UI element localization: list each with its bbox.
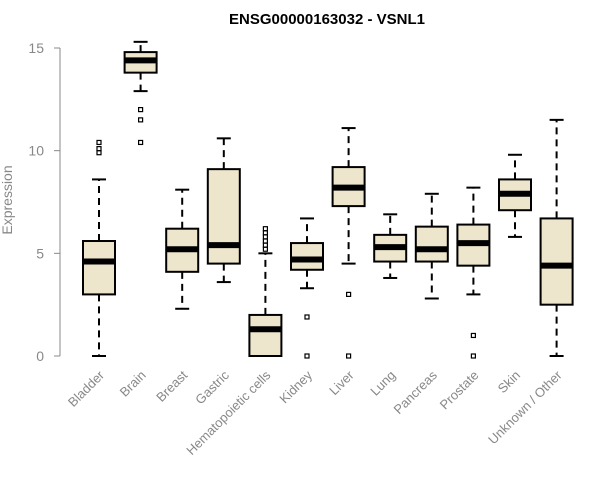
x-tick-label: Pancreas	[390, 367, 440, 417]
box-group	[290, 217, 324, 359]
outlier-point	[138, 139, 144, 146]
y-tick-label: 0	[36, 348, 44, 364]
x-tick-label: Unknown / Other	[485, 367, 565, 447]
outlier-point	[96, 146, 102, 152]
iqr-box	[206, 168, 241, 265]
outlier-point	[262, 226, 268, 232]
box-group	[82, 139, 116, 357]
iqr-box	[539, 217, 574, 306]
x-tick-label: Breast	[153, 367, 190, 404]
outlier-point	[470, 353, 476, 359]
chart-title: ENSG00000163032 - VSNL1	[229, 11, 425, 28]
x-tick-label: Prostate	[437, 368, 482, 413]
outlier-point	[262, 238, 268, 244]
outlier-point	[346, 291, 352, 297]
y-tick-label: 10	[28, 143, 44, 159]
outlier-point	[346, 353, 352, 359]
x-tick-label: Kidney	[276, 367, 315, 406]
box-group	[123, 40, 158, 146]
outlier-point	[96, 139, 102, 146]
outlier-point	[96, 150, 102, 156]
x-tick-label: Lung	[367, 368, 398, 399]
box-group	[373, 213, 408, 279]
box-group	[456, 186, 491, 359]
x-tick-label: Skin	[495, 368, 523, 396]
box-group	[539, 118, 574, 357]
iqr-box	[82, 240, 116, 296]
outlier-point	[470, 332, 476, 339]
x-tick-label: Brain	[117, 368, 149, 400]
outlier-point	[138, 117, 144, 123]
outlier-point	[304, 314, 310, 320]
x-tick-label: Liver	[326, 367, 357, 398]
box-group	[206, 137, 241, 284]
y-tick-label: 15	[28, 40, 44, 56]
outlier-point	[262, 242, 268, 248]
box-group	[414, 192, 449, 300]
y-tick-label: 5	[36, 245, 44, 261]
x-tick-label: Bladder	[65, 367, 108, 410]
outlier-point	[304, 353, 310, 359]
box-group	[248, 226, 283, 357]
x-tick-label: Gastric	[192, 367, 232, 407]
box-group	[165, 188, 200, 310]
box-group	[331, 127, 366, 359]
iqr-box	[414, 225, 449, 263]
outlier-point	[138, 106, 144, 113]
box-group	[498, 153, 532, 238]
boxes	[82, 40, 574, 359]
iqr-box	[290, 242, 324, 271]
outlier-point	[262, 234, 268, 240]
iqr-box	[248, 313, 283, 357]
y-axis: 0 5 10 15	[28, 40, 61, 364]
outlier-point	[262, 230, 268, 236]
outlier-point	[262, 246, 268, 252]
y-axis-label: Expression	[0, 165, 15, 234]
